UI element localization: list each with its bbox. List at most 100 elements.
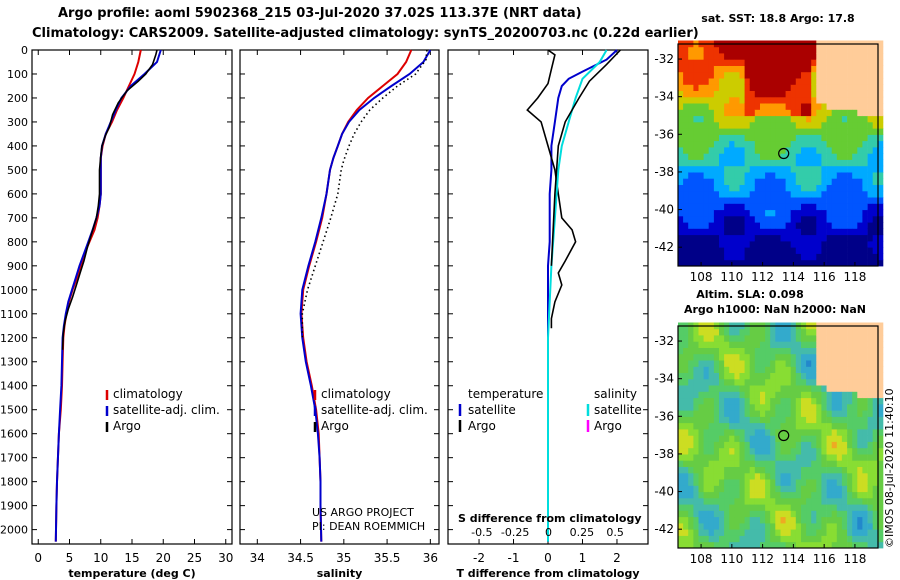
map-cell: [693, 71, 699, 79]
map-cell: [877, 147, 884, 154]
map-cell: [816, 121, 822, 129]
map-cell: [749, 46, 756, 54]
map-cell: [841, 378, 848, 386]
map-cell: [744, 435, 751, 442]
map-cell: [678, 535, 684, 543]
map-cell: [867, 121, 874, 129]
map-cell: [862, 128, 868, 135]
map-cell: [877, 165, 884, 173]
map-cell: [826, 341, 833, 348]
map-cell: [836, 435, 843, 442]
map-cell: [775, 497, 781, 505]
map-cell: [729, 403, 735, 411]
map-cell: [852, 466, 858, 474]
map-cell: [760, 378, 766, 386]
map-cell: [760, 215, 766, 223]
map-cell: [754, 347, 761, 355]
map-cell: [683, 522, 689, 530]
map-cell: [801, 153, 807, 160]
map-cell: [785, 491, 792, 499]
map-cell: [678, 84, 684, 91]
map-cell: [857, 410, 863, 417]
map-cell: [678, 103, 684, 110]
map-cell: [836, 447, 843, 455]
map-cell: [739, 479, 745, 486]
map-cell: [734, 259, 740, 267]
map-cell: [775, 366, 781, 373]
map-cell: [836, 197, 843, 204]
map-cell: [739, 522, 745, 530]
map-cell: [836, 78, 843, 85]
map-cell: [806, 497, 812, 505]
map-cell: [785, 178, 792, 185]
map-cell: [790, 522, 797, 530]
map-cell: [770, 491, 776, 499]
x-axis-label-difference: T difference from climatology: [456, 567, 639, 580]
map-cell: [698, 397, 704, 405]
map-cell: [678, 115, 684, 123]
map-cell: [816, 522, 822, 530]
map-cell: [806, 447, 812, 455]
map-cell: [811, 454, 817, 461]
map-cell: [862, 78, 868, 85]
map-cell: [719, 165, 725, 173]
map-cell: [826, 491, 833, 499]
map-cell: [724, 397, 730, 405]
map-cell: [801, 378, 807, 386]
map-cell: [713, 510, 720, 518]
map-cell: [770, 247, 776, 254]
map-cell: [754, 165, 761, 173]
map-cell: [724, 491, 730, 499]
map-cell: [765, 147, 771, 154]
map-cell: [847, 247, 853, 254]
map-cell: [847, 184, 853, 192]
map-cell: [872, 190, 879, 198]
map-cell: [683, 422, 689, 430]
map-cell: [760, 485, 766, 493]
map-cell: [852, 134, 858, 142]
map-cell: [754, 541, 761, 549]
map-cell: [790, 222, 797, 229]
map-cell: [785, 516, 792, 524]
map-cell: [877, 109, 884, 117]
map-cell: [801, 385, 807, 392]
map-cell: [816, 128, 822, 135]
map-cell: [862, 454, 868, 461]
map-cell: [678, 429, 684, 436]
map-cell: [683, 53, 689, 60]
map-cell: [780, 378, 786, 386]
map-cell: [826, 222, 833, 229]
map-cell: [852, 253, 858, 261]
map-cell: [693, 121, 699, 129]
map-cell: [765, 422, 771, 430]
map-cell: [780, 491, 786, 499]
x-axis-label-salinity: salinity: [317, 567, 363, 580]
map-cell: [698, 53, 704, 60]
map-cell: [760, 360, 766, 367]
map-cell: [790, 353, 797, 361]
map-cell: [708, 341, 715, 348]
map-cell: [795, 347, 802, 355]
map-cell: [872, 184, 879, 192]
map-cell: [785, 372, 792, 380]
map-cell: [831, 215, 838, 223]
map-cell: [811, 366, 817, 373]
map-cell: [816, 84, 822, 91]
map-cell: [816, 103, 822, 110]
map-cell: [836, 372, 843, 380]
map-cell: [831, 209, 838, 217]
map-cell: [703, 59, 710, 66]
map-cell: [765, 140, 771, 148]
map-cell: [826, 147, 833, 154]
map-cell: [831, 435, 838, 442]
map-cell: [678, 335, 684, 342]
map-cell: [739, 172, 745, 179]
map-cell: [841, 203, 848, 211]
map-cell: [826, 103, 833, 110]
map-cell: [785, 96, 792, 104]
series-line-difference-1: [526, 49, 577, 329]
map-cell: [770, 447, 776, 455]
map-cell: [765, 360, 771, 367]
map-cell: [765, 535, 771, 543]
map-cell: [852, 228, 858, 236]
